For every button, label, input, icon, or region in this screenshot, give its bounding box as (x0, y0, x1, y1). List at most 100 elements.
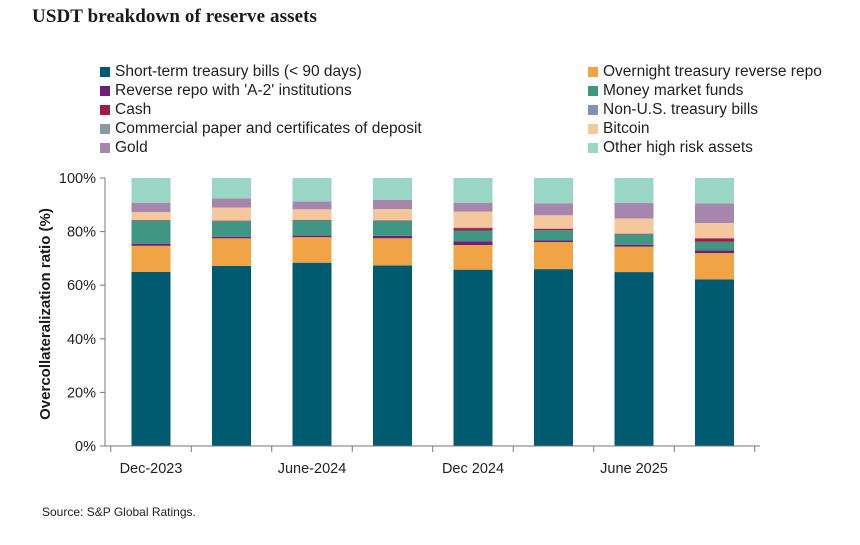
bar-segment-8-series-2 (695, 253, 734, 280)
bar-segment-5-series-9 (453, 202, 493, 212)
legend-label: Commercial paper and certificates of dep… (115, 120, 422, 137)
bar-segment-6-series-10 (534, 178, 573, 204)
bar-segment-2-series-4 (212, 221, 251, 237)
legend-swatch (588, 86, 598, 96)
bar-segment-4-series-2 (373, 238, 412, 266)
bar-segment-2-series-1 (212, 265, 251, 446)
bar-segment-1-series-9 (131, 202, 171, 213)
bar-segment-6-series-1 (534, 269, 573, 446)
legend-item-other-high-risk-assets: Other high risk assets (588, 138, 753, 158)
bar-segment-5-series-6 (453, 227, 493, 229)
legend-label: Short-term treasury bills (< 90 days) (115, 63, 362, 80)
legend-item-money-market-funds: Money market funds (588, 81, 743, 101)
bar-segment-3-series-5 (292, 219, 332, 221)
legend-swatch (100, 105, 110, 115)
bar-segment-2-series-8 (212, 207, 251, 221)
bar-segment-2-series-9 (212, 198, 251, 208)
legend-item-overnight-reverse-repo: Overnight treasury reverse repo (588, 62, 822, 82)
legend-swatch (588, 124, 598, 134)
y-tick-label: 40% (67, 332, 96, 348)
legend-label: Overnight treasury reverse repo (603, 63, 822, 80)
bar-segment-8-series-9 (695, 203, 734, 224)
x-tick-label: Dec 2024 (442, 461, 504, 477)
bar-segment-5-series-4 (453, 230, 493, 242)
y-axis-title: Overcollateralization ratio (%) (37, 208, 54, 420)
bar-segment-7-series-8 (614, 218, 654, 234)
bar-segment-1-series-4 (131, 220, 171, 244)
legend-swatch (588, 105, 598, 115)
legend-label: Money market funds (603, 82, 744, 99)
bar-segment-5-series-1 (453, 269, 493, 446)
legend-item-cash: Cash (100, 100, 151, 120)
x-tick-label: Dec-2023 (120, 461, 183, 477)
bar-segment-5-series-2 (453, 245, 493, 270)
source-note: Source: S&P Global Ratings. (42, 505, 196, 519)
bar-segment-1-series-8 (131, 212, 171, 221)
bar-segment-7-series-9 (614, 202, 654, 219)
bar-segment-8-series-3 (695, 250, 734, 254)
x-tick-label: June 2025 (600, 461, 668, 477)
bar-segment-7-series-4 (614, 234, 654, 245)
bar-segment-1-series-10 (131, 178, 171, 203)
bar-segment-8-series-6 (695, 238, 734, 239)
legend-swatch (100, 67, 110, 77)
bar-segment-1-series-3 (131, 243, 171, 246)
bar-segment-7-series-2 (614, 246, 654, 273)
bar-segment-6-series-9 (534, 203, 573, 216)
bar-segment-4-series-9 (373, 199, 412, 210)
bar-segment-7-series-1 (614, 272, 654, 446)
bar-segment-3-series-8 (292, 209, 332, 220)
bar-segment-8-series-8 (695, 223, 734, 239)
bar-segment-4-series-4 (373, 220, 412, 236)
bar-segment-4-series-10 (373, 178, 412, 200)
bar-segment-3-series-4 (292, 220, 332, 236)
chart-title: USDT breakdown of reserve assets (32, 6, 318, 27)
y-tick-label: 60% (67, 278, 96, 294)
y-tick-label: 0% (75, 439, 96, 455)
bar-segment-5-series-8 (453, 211, 493, 228)
bar-segment-5-series-5 (453, 228, 493, 231)
bar-segment-6-series-6 (534, 228, 573, 229)
bar-segment-3-series-9 (292, 201, 332, 210)
legend-item-bitcoin: Bitcoin (588, 119, 650, 139)
legend-swatch (588, 143, 598, 153)
bar-segment-4-series-8 (373, 209, 412, 221)
bar-segment-7-series-5 (614, 233, 654, 235)
bar-segment-2-series-3 (212, 236, 251, 239)
y-tick-label: 80% (67, 225, 96, 241)
legend-label: Non-U.S. treasury bills (603, 101, 759, 118)
bar-segment-8-series-10 (695, 178, 734, 204)
bar-segment-3-series-1 (292, 262, 332, 446)
bar-segment-2-series-2 (212, 238, 251, 266)
legend-swatch (588, 67, 598, 77)
bar-segment-7-series-3 (614, 244, 654, 247)
bar-segment-8-series-5 (695, 238, 734, 242)
bar-segment-8-series-1 (695, 279, 734, 446)
bar-segment-6-series-8 (534, 215, 573, 229)
legend-swatch (100, 143, 110, 153)
legend-item-reverse-repo-a2: Reverse repo with 'A-2' institutions (100, 81, 352, 101)
bars-layer (131, 178, 734, 446)
legend-label: Gold (115, 139, 148, 156)
legend-label: Other high risk assets (603, 139, 753, 156)
bar-segment-3-series-10 (292, 178, 332, 202)
y-tick-label: 20% (67, 385, 96, 401)
bar-segment-7-series-10 (614, 178, 654, 203)
bar-segment-4-series-1 (373, 265, 412, 446)
bar-segment-6-series-4 (534, 230, 573, 241)
bar-segment-5-series-3 (453, 241, 493, 245)
bar-segment-1-series-2 (131, 245, 171, 272)
bar-segment-1-series-1 (131, 271, 171, 446)
legend-label: Reverse repo with 'A-2' institutions (115, 82, 352, 99)
bar-segment-6-series-2 (534, 242, 573, 270)
legend-item-gold: Gold (100, 138, 148, 158)
bar-segment-8-series-4 (695, 241, 734, 251)
bar-segment-3-series-3 (292, 235, 332, 238)
bar-segment-2-series-10 (212, 178, 251, 199)
bar-segment-1-series-5 (131, 220, 171, 221)
bar-segment-6-series-5 (534, 228, 573, 231)
bar-segment-4-series-5 (373, 220, 412, 221)
x-tick-label: June-2024 (278, 461, 347, 477)
bar-segment-4-series-3 (373, 235, 412, 239)
